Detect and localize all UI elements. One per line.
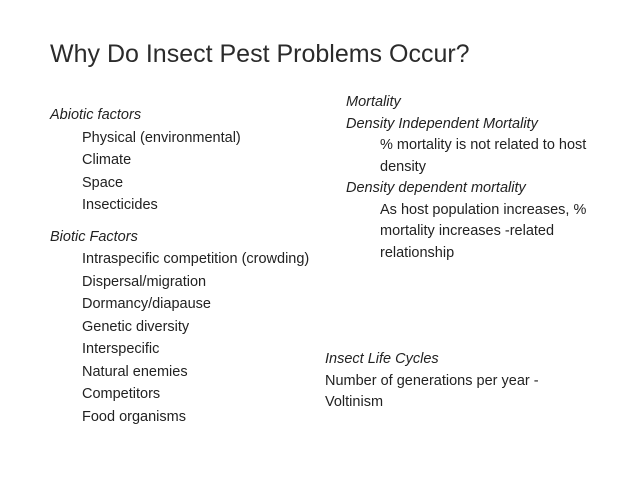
mortality-section: Mortality Density Independent Mortality … [346,92,616,264]
abiotic-item: Physical (environmental) [82,129,241,146]
density-dependent-text: relationship [380,244,455,261]
biotic-item: Food organisms [82,408,186,425]
density-dependent-text: mortality increases -related [380,223,555,239]
life-cycles-heading: Insect Life Cycles [325,351,439,367]
life-cycles-section: Insect Life Cycles Number of generations… [325,349,585,414]
biotic-item: Dispersal/migration [82,273,207,290]
life-cycles-text: Number of generations per year - [325,372,539,389]
biotic-heading: Biotic Factors [50,228,138,245]
abiotic-item: Climate [82,152,132,168]
density-independent-text: density [380,158,426,175]
slide-title: Why Do Insect Pest Problems Occur? [50,40,470,68]
biotic-item: Genetic diversity [82,318,190,335]
density-dependent-heading: Density dependent mortality [346,180,526,196]
biotic-item: Interspecific [82,341,160,357]
abiotic-item: Space [82,174,124,191]
spacer [50,217,350,226]
biotic-item: Competitors [82,386,161,402]
factors-list: Abiotic factors Physical (environmental)… [50,104,350,428]
abiotic-heading: Abiotic factors [50,107,142,123]
life-cycles-text: Voltinism [325,394,384,410]
biotic-item: Natural enemies [82,363,188,380]
abiotic-item: Insecticides [82,197,158,213]
density-independent-heading: Density Independent Mortality [346,115,538,132]
biotic-item: Intraspecific competition (crowding) [82,251,310,267]
mortality-heading: Mortality [346,94,401,110]
density-dependent-text: As host population increases, % [380,201,587,218]
biotic-item: Dormancy/diapause [82,296,211,312]
density-independent-text: % mortality is not related to host [380,137,587,153]
